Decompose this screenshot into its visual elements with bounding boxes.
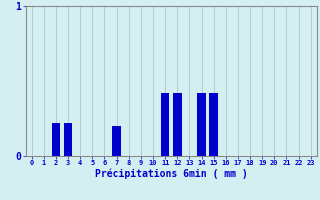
X-axis label: Précipitations 6min ( mm ): Précipitations 6min ( mm ) — [95, 169, 248, 179]
Bar — [52, 123, 60, 156]
Bar — [161, 93, 169, 156]
Bar — [173, 93, 181, 156]
Bar — [197, 93, 206, 156]
Bar — [209, 93, 218, 156]
Bar — [112, 126, 121, 156]
Bar — [64, 123, 72, 156]
